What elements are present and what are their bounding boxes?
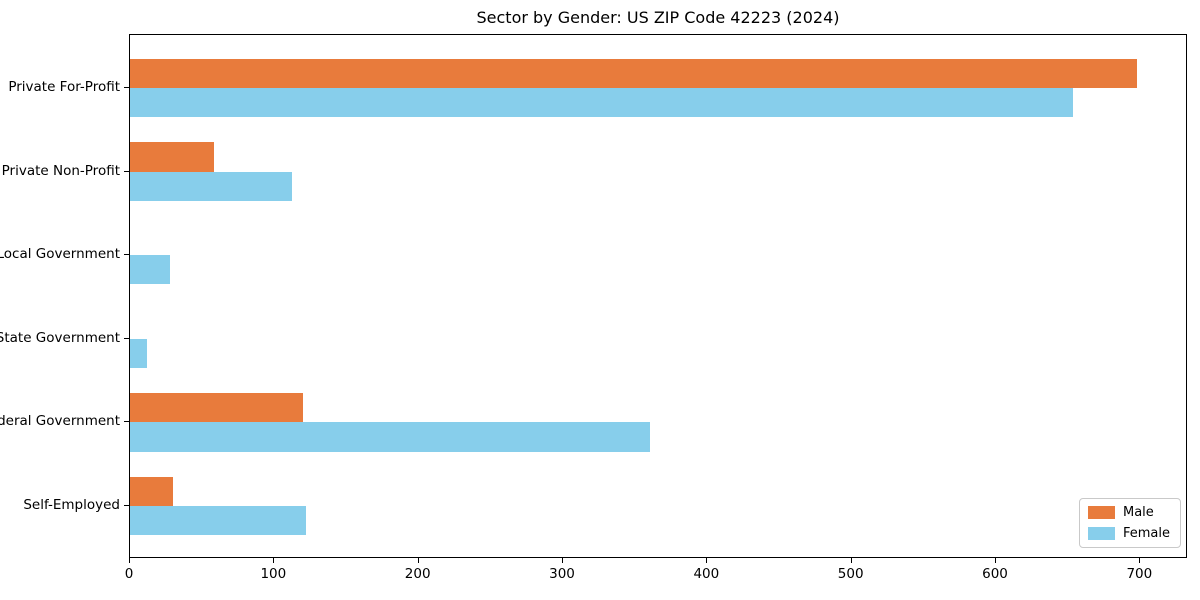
- plot-area: Male Female: [129, 34, 1187, 558]
- x-tick-mark: [129, 558, 130, 563]
- bar-female-private-non-profit: [130, 171, 292, 201]
- legend-entry-female: Female: [1087, 526, 1170, 541]
- legend-swatch-female: [1087, 527, 1115, 540]
- x-tick-label: 700: [1126, 566, 1153, 582]
- y-tick-label: Self-Employed: [23, 496, 120, 513]
- y-tick-label: Private For-Profit: [8, 79, 120, 96]
- bar-female-local-government: [130, 255, 171, 285]
- x-tick-label: 300: [549, 566, 575, 582]
- x-tick-label: 600: [982, 566, 1008, 582]
- x-tick-mark: [850, 558, 852, 563]
- chart-title: Sector by Gender: US ZIP Code 42223 (202…: [476, 8, 840, 27]
- x-tick-mark: [562, 558, 563, 563]
- legend-entry-male: Male: [1087, 505, 1170, 520]
- x-tick-label: 100: [260, 566, 287, 582]
- y-tick-label: Federal Government: [0, 413, 120, 430]
- legend-swatch-male: [1087, 506, 1115, 519]
- y-tick-mark: [124, 254, 129, 256]
- x-tick-mark: [706, 558, 708, 563]
- bar-male-private-non-profit: [130, 142, 214, 172]
- bar-male-self-employed: [130, 476, 174, 506]
- legend-label: Female: [1122, 526, 1170, 541]
- x-tick-mark: [995, 558, 997, 563]
- bar-female-private-for-profit: [130, 88, 1073, 118]
- y-tick-mark: [124, 87, 129, 89]
- bar-female-federal-government: [130, 422, 650, 452]
- x-tick-label: 0: [124, 566, 134, 582]
- bar-male-private-for-profit: [130, 58, 1138, 89]
- bar-male-federal-government: [130, 393, 304, 423]
- x-tick-mark: [417, 558, 419, 563]
- x-tick-mark: [1139, 558, 1141, 563]
- y-tick-label: Local Government: [0, 246, 120, 263]
- y-tick-mark: [124, 504, 129, 506]
- legend-label: Male: [1122, 505, 1154, 520]
- y-tick-label: Private Non-Profit: [1, 162, 120, 179]
- x-tick-label: 200: [404, 566, 431, 582]
- bar-female-state-government: [130, 338, 148, 369]
- y-tick-label: State Government: [0, 329, 120, 346]
- y-tick-mark: [124, 337, 129, 339]
- x-tick-mark: [273, 558, 275, 563]
- x-tick-label: 500: [837, 566, 864, 582]
- x-tick-label: 400: [693, 566, 720, 582]
- bar-female-self-employed: [130, 505, 307, 536]
- y-tick-mark: [124, 170, 129, 172]
- y-tick-mark: [124, 421, 129, 423]
- legend: Male Female: [1078, 498, 1181, 548]
